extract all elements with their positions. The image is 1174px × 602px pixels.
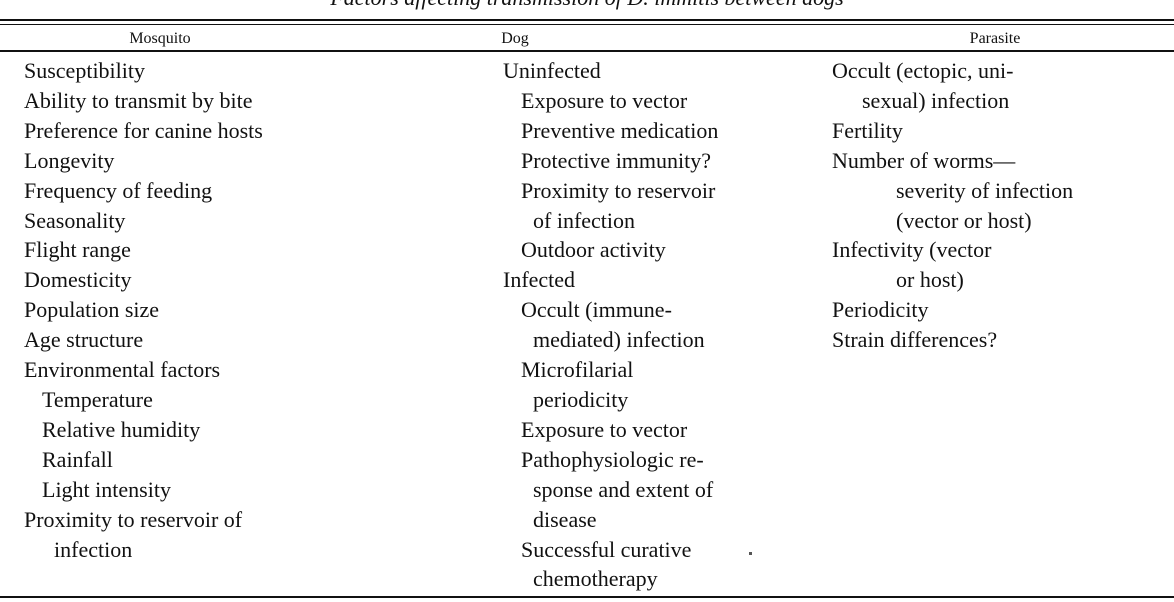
table-title: Factors affecting transmission of D. imm… <box>0 0 1174 10</box>
table-cell-line: Occult (immune- <box>521 297 672 323</box>
table-cell-line: Infected <box>503 267 576 293</box>
table-cell-line: Occult (ectopic, uni- <box>832 58 1014 83</box>
table-cell-line: Proximity to reservoir <box>521 177 716 203</box>
table-cell-line: Age structure <box>24 327 144 353</box>
table-cell-line: Preference for canine hosts <box>24 117 263 143</box>
table-cell-line: Rainfall <box>42 446 113 472</box>
table-cell-line: (vector or host) <box>896 207 1032 233</box>
table-cell-line: severity of infection <box>896 177 1074 203</box>
table-cell-line: Infectivity (vector <box>832 237 992 263</box>
table-cell-line: Strain differences? <box>832 327 998 353</box>
table-cell-line: Ability to transmit by bite <box>24 87 253 113</box>
speck <box>749 552 752 555</box>
table-cell-line: sponse and extent of <box>533 476 714 502</box>
table-cell-line: of infection <box>533 207 636 233</box>
table-cell-line: Exposure to vector <box>521 416 688 442</box>
column-mosquito: Susceptibility Ability to transmit by bit… <box>24 56 263 564</box>
table-cell-line: or host) <box>896 267 964 293</box>
top-rule-second <box>0 24 1174 25</box>
table-cell-line: Pathophysiologic re- <box>521 446 704 472</box>
table-cell-line: Susceptibility <box>24 58 145 83</box>
header-parasite: Parasite <box>969 30 1021 47</box>
column-parasite: Occult (ectopic, uni-sexual) infection Fe… <box>832 56 1073 355</box>
table-cell-line: Microfilarial <box>521 357 634 383</box>
table-cell-line: sexual) infection <box>862 87 1010 113</box>
table-cell-line: Frequency of feeding <box>24 177 213 203</box>
table-cell-line: Temperature <box>42 386 153 412</box>
table-cell-line: periodicity <box>533 386 629 412</box>
table-cell-line: Domesticity <box>24 267 132 293</box>
table-cell-line: Outdoor activity <box>521 237 666 263</box>
bottom-rule <box>0 596 1174 598</box>
table-cell-line: Environmental factors <box>24 357 221 383</box>
table-cell-line: Protective immunity? <box>521 147 712 173</box>
table-cell-line: Seasonality <box>24 207 126 233</box>
top-rule <box>0 19 1174 21</box>
table-cell-line: Flight range <box>24 237 131 263</box>
table-cell-line: Longevity <box>24 147 115 173</box>
table-cell-line: Preventive medication <box>521 117 719 143</box>
header-dog: Dog <box>501 30 529 47</box>
table-cell-line: Fertility <box>832 117 903 143</box>
table-cell-line: Proximity to reservoir of <box>24 506 243 532</box>
table-cell-line: Successful curative <box>521 536 692 562</box>
table-cell-line: Exposure to vector <box>521 87 688 113</box>
table-cell-line: infection <box>54 536 133 562</box>
table-cell-line: mediated) infection <box>533 327 705 353</box>
table-cell-line: Uninfected <box>503 58 601 83</box>
table-cell-line: Periodicity <box>832 297 929 323</box>
table-cell-line: Number of worms— <box>832 147 1016 173</box>
table-cell-line: Population size <box>24 297 160 323</box>
table-cell-line: Light intensity <box>42 476 171 502</box>
column-dog: Uninfected Exposure to vector Preventive m… <box>503 56 718 594</box>
header-mosquito: Mosquito <box>129 30 191 47</box>
table-cell-line: disease <box>533 506 597 532</box>
header-rule <box>0 50 1174 52</box>
table-cell-line: Relative humidity <box>42 416 201 442</box>
table-cell-line: chemotherapy <box>533 566 658 592</box>
